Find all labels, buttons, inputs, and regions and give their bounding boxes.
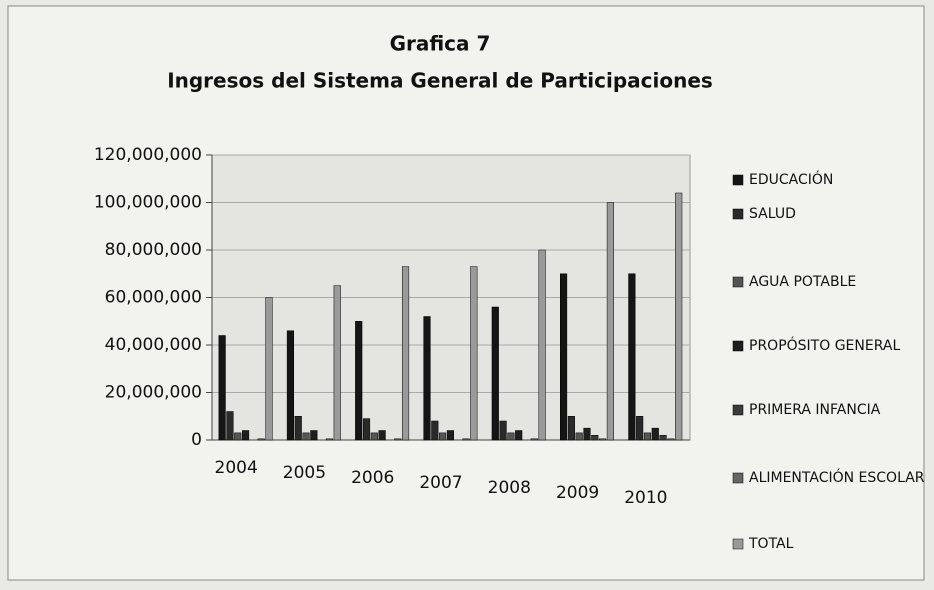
bar	[401, 266, 410, 441]
x-tick-label: 2009	[556, 483, 599, 503]
y-tick-label: 40,000,000	[105, 335, 202, 355]
bar	[355, 321, 363, 441]
bar	[265, 297, 273, 441]
bar	[599, 438, 607, 441]
legend-label: PRIMERA INFANCIA	[749, 402, 881, 418]
bar	[591, 435, 599, 441]
x-tick-label: 2008	[488, 478, 531, 498]
bar	[675, 192, 683, 441]
bar	[423, 316, 431, 441]
y-tick-label: 120,000,000	[94, 145, 202, 165]
x-tick-label: 2007	[419, 473, 462, 493]
bar	[439, 432, 447, 441]
bar	[651, 427, 659, 441]
legend-label: SALUD	[749, 206, 796, 222]
y-tick-label: 60,000,000	[105, 288, 202, 308]
bar	[394, 438, 402, 441]
legend-swatch	[732, 538, 744, 550]
bar	[378, 430, 386, 441]
legend-swatch	[732, 208, 744, 220]
bar	[462, 438, 470, 441]
x-tick-label: 2010	[624, 488, 667, 508]
y-tick-label: 20,000,000	[105, 383, 202, 403]
bar	[470, 266, 478, 441]
bar	[507, 432, 515, 441]
legend-swatch	[732, 404, 744, 416]
y-tick-label: 80,000,000	[105, 240, 202, 260]
bar	[530, 438, 538, 441]
y-tick-label: 100,000,000	[94, 193, 202, 213]
bar	[636, 416, 644, 441]
legend-swatch	[732, 340, 744, 352]
bar	[431, 420, 439, 441]
bar	[362, 418, 371, 441]
bar	[606, 202, 614, 441]
y-tick-label: 0	[191, 430, 202, 450]
chart-subtitle: Ingresos del Sistema General de Particip…	[167, 69, 713, 93]
bar	[560, 273, 568, 441]
bar	[310, 430, 318, 441]
bar	[491, 306, 499, 441]
bar	[241, 430, 250, 441]
bar	[575, 432, 583, 441]
bar	[583, 427, 591, 441]
bar	[628, 273, 636, 441]
x-tick-label: 2004	[215, 458, 258, 478]
bar	[667, 438, 675, 441]
bar	[499, 420, 507, 441]
bar	[325, 438, 334, 441]
bar	[370, 432, 378, 441]
bar	[286, 330, 294, 441]
chart-title: Grafica 7	[390, 32, 491, 56]
bar	[234, 432, 242, 441]
bar	[446, 430, 454, 441]
x-tick-label: 2005	[283, 463, 326, 483]
bar	[226, 411, 234, 441]
bar	[567, 416, 575, 441]
legend-label: TOTAL	[748, 536, 794, 552]
bar	[257, 438, 265, 441]
legend-swatch	[732, 276, 744, 288]
legend-swatch	[732, 472, 744, 484]
bar	[333, 285, 341, 441]
bar	[218, 335, 226, 441]
bar	[643, 432, 652, 441]
legend-label: AGUA POTABLE	[749, 274, 856, 290]
bar	[659, 435, 667, 441]
legend-swatch	[732, 174, 744, 186]
x-tick-label: 2006	[351, 468, 394, 488]
bar	[302, 432, 310, 441]
legend-label: ALIMENTACIÓN ESCOLAR	[749, 468, 925, 486]
bar	[538, 249, 546, 441]
legend-label: PROPÓSITO GENERAL	[749, 336, 900, 354]
bar	[515, 430, 523, 441]
legend-label: EDUCACIÓN	[749, 170, 833, 188]
bar	[294, 416, 302, 441]
